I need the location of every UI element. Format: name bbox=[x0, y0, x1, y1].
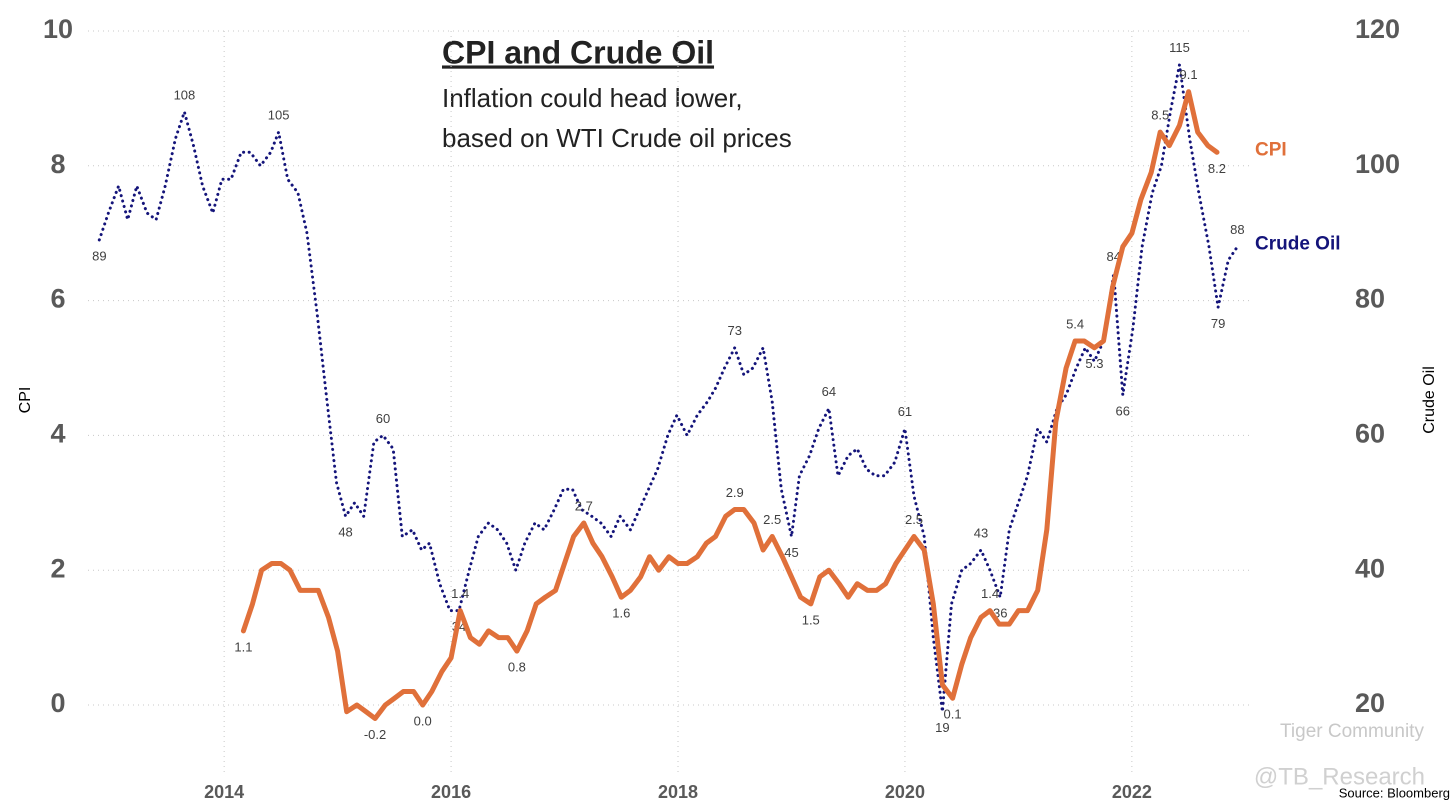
x-tick-label: 2020 bbox=[885, 782, 925, 802]
data-label: 43 bbox=[974, 525, 988, 540]
data-label: 61 bbox=[898, 404, 912, 419]
data-label: 0.1 bbox=[944, 707, 962, 722]
data-label: 115 bbox=[1169, 40, 1190, 55]
y-tick-label: 0 bbox=[50, 688, 65, 718]
data-label: 5.3 bbox=[1085, 356, 1103, 371]
data-label: 60 bbox=[376, 411, 390, 426]
data-label: 64 bbox=[822, 384, 836, 399]
data-label: -0.2 bbox=[364, 727, 386, 742]
y2-axis-label: Crude Oil bbox=[1421, 366, 1438, 434]
data-label: 105 bbox=[268, 108, 290, 123]
legend-label: Crude Oil bbox=[1255, 234, 1341, 255]
data-label: 48 bbox=[338, 525, 352, 540]
y-tick-label: 4 bbox=[50, 419, 65, 449]
data-label: 2.5 bbox=[763, 512, 781, 527]
data-label: 1.1 bbox=[234, 639, 252, 654]
watermark: @TB_Research bbox=[1254, 763, 1425, 790]
x-tick-label: 2014 bbox=[204, 782, 244, 802]
data-label: 88 bbox=[1230, 222, 1244, 237]
data-label: 8.2 bbox=[1208, 161, 1226, 176]
y2-tick-label: 100 bbox=[1355, 149, 1400, 179]
data-label: 1.5 bbox=[802, 612, 820, 627]
source-note: Source: Bloomberg bbox=[1339, 785, 1450, 800]
legend-label: CPI bbox=[1255, 139, 1287, 160]
data-label: 108 bbox=[174, 87, 196, 102]
data-label: 8.5 bbox=[1151, 108, 1169, 123]
data-label: 0.8 bbox=[508, 660, 526, 675]
x-tick-label: 2016 bbox=[431, 782, 471, 802]
y-tick-label: 6 bbox=[50, 284, 65, 314]
data-label: 45 bbox=[784, 545, 798, 560]
y2-tick-label: 120 bbox=[1355, 14, 1400, 44]
y2-tick-label: 80 bbox=[1355, 284, 1385, 314]
y-tick-label: 2 bbox=[50, 553, 65, 583]
data-label: 9.1 bbox=[1180, 67, 1198, 82]
data-label: 1.4 bbox=[981, 586, 999, 601]
data-label: 79 bbox=[1211, 316, 1225, 331]
chart-subtitle: based on WTI Crude oil prices bbox=[442, 123, 792, 153]
data-label: 2.5 bbox=[905, 512, 923, 527]
y2-tick-label: 60 bbox=[1355, 419, 1385, 449]
chart-title: CPI and Crude Oil bbox=[442, 34, 714, 70]
data-label: 19 bbox=[935, 720, 949, 735]
x-tick-label: 2022 bbox=[1112, 782, 1152, 802]
series-line bbox=[240, 89, 1220, 721]
x-tick-label: 2018 bbox=[658, 782, 698, 802]
watermark: Tiger Community bbox=[1280, 721, 1424, 742]
y-tick-label: 10 bbox=[43, 14, 73, 44]
data-label: 66 bbox=[1116, 403, 1130, 418]
chart-subtitle: Inflation could head lower, bbox=[442, 83, 743, 113]
data-label: 2.7 bbox=[575, 498, 593, 513]
y2-tick-label: 20 bbox=[1355, 688, 1385, 718]
data-label: 0.0 bbox=[414, 713, 432, 728]
data-label: 89 bbox=[92, 248, 106, 263]
y-axis-label: CPI bbox=[17, 387, 34, 414]
data-label: 5.4 bbox=[1066, 316, 1084, 331]
series-line bbox=[97, 63, 1239, 714]
data-label: 2.9 bbox=[726, 485, 744, 500]
data-label: 1.6 bbox=[612, 606, 630, 621]
data-label: 73 bbox=[728, 323, 742, 338]
y-tick-label: 8 bbox=[50, 149, 65, 179]
data-label: 1.4 bbox=[451, 586, 469, 601]
y2-tick-label: 40 bbox=[1355, 553, 1385, 583]
